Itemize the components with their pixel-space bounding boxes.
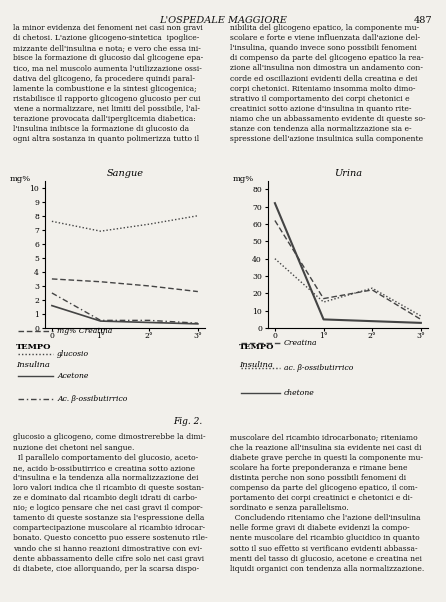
Text: 487: 487 (414, 16, 433, 25)
Title: Urina: Urina (334, 169, 362, 178)
Text: chetone: chetone (284, 389, 315, 397)
Text: glucosio: glucosio (57, 350, 89, 358)
Text: mg%: mg% (9, 175, 30, 182)
Text: TEMPO: TEMPO (16, 343, 51, 351)
Text: TEMPO: TEMPO (239, 343, 274, 351)
Text: nibilita del glicogeno epatico, la componente mu-
scolare e forte e viene influe: nibilita del glicogeno epatico, la compo… (230, 24, 425, 143)
Text: mg%: mg% (232, 175, 253, 182)
Text: L'OSPEDALE MAGGIORE: L'OSPEDALE MAGGIORE (159, 16, 287, 25)
Text: Fig. 2.: Fig. 2. (173, 417, 202, 426)
Text: glucosio a glicogeno, come dimostrerebbe la dimi-
nuzione dei chetoni nel sangue: glucosio a glicogeno, come dimostrerebbe… (13, 433, 208, 573)
Text: ac. β-ossibutirrico: ac. β-ossibutirrico (284, 364, 353, 372)
Text: muscolare del ricambio idrocarbonato; riteniamo
che la reazione all'insulina sia: muscolare del ricambio idrocarbonato; ri… (230, 433, 424, 573)
Text: Acetone: Acetone (57, 373, 88, 380)
Text: Ac. β-ossibutirrico: Ac. β-ossibutirrico (57, 395, 128, 403)
Text: Insulina: Insulina (16, 361, 50, 368)
Text: Insulina: Insulina (239, 361, 273, 368)
Text: Creatina: Creatina (284, 339, 318, 347)
Text: la minor evidenza dei fenomeni nei casi non gravi
di chetosi. L'azione glicogeno: la minor evidenza dei fenomeni nei casi … (13, 24, 204, 143)
Text: mg% Creatina: mg% Creatina (57, 327, 112, 335)
Title: Sangue: Sangue (107, 169, 143, 178)
